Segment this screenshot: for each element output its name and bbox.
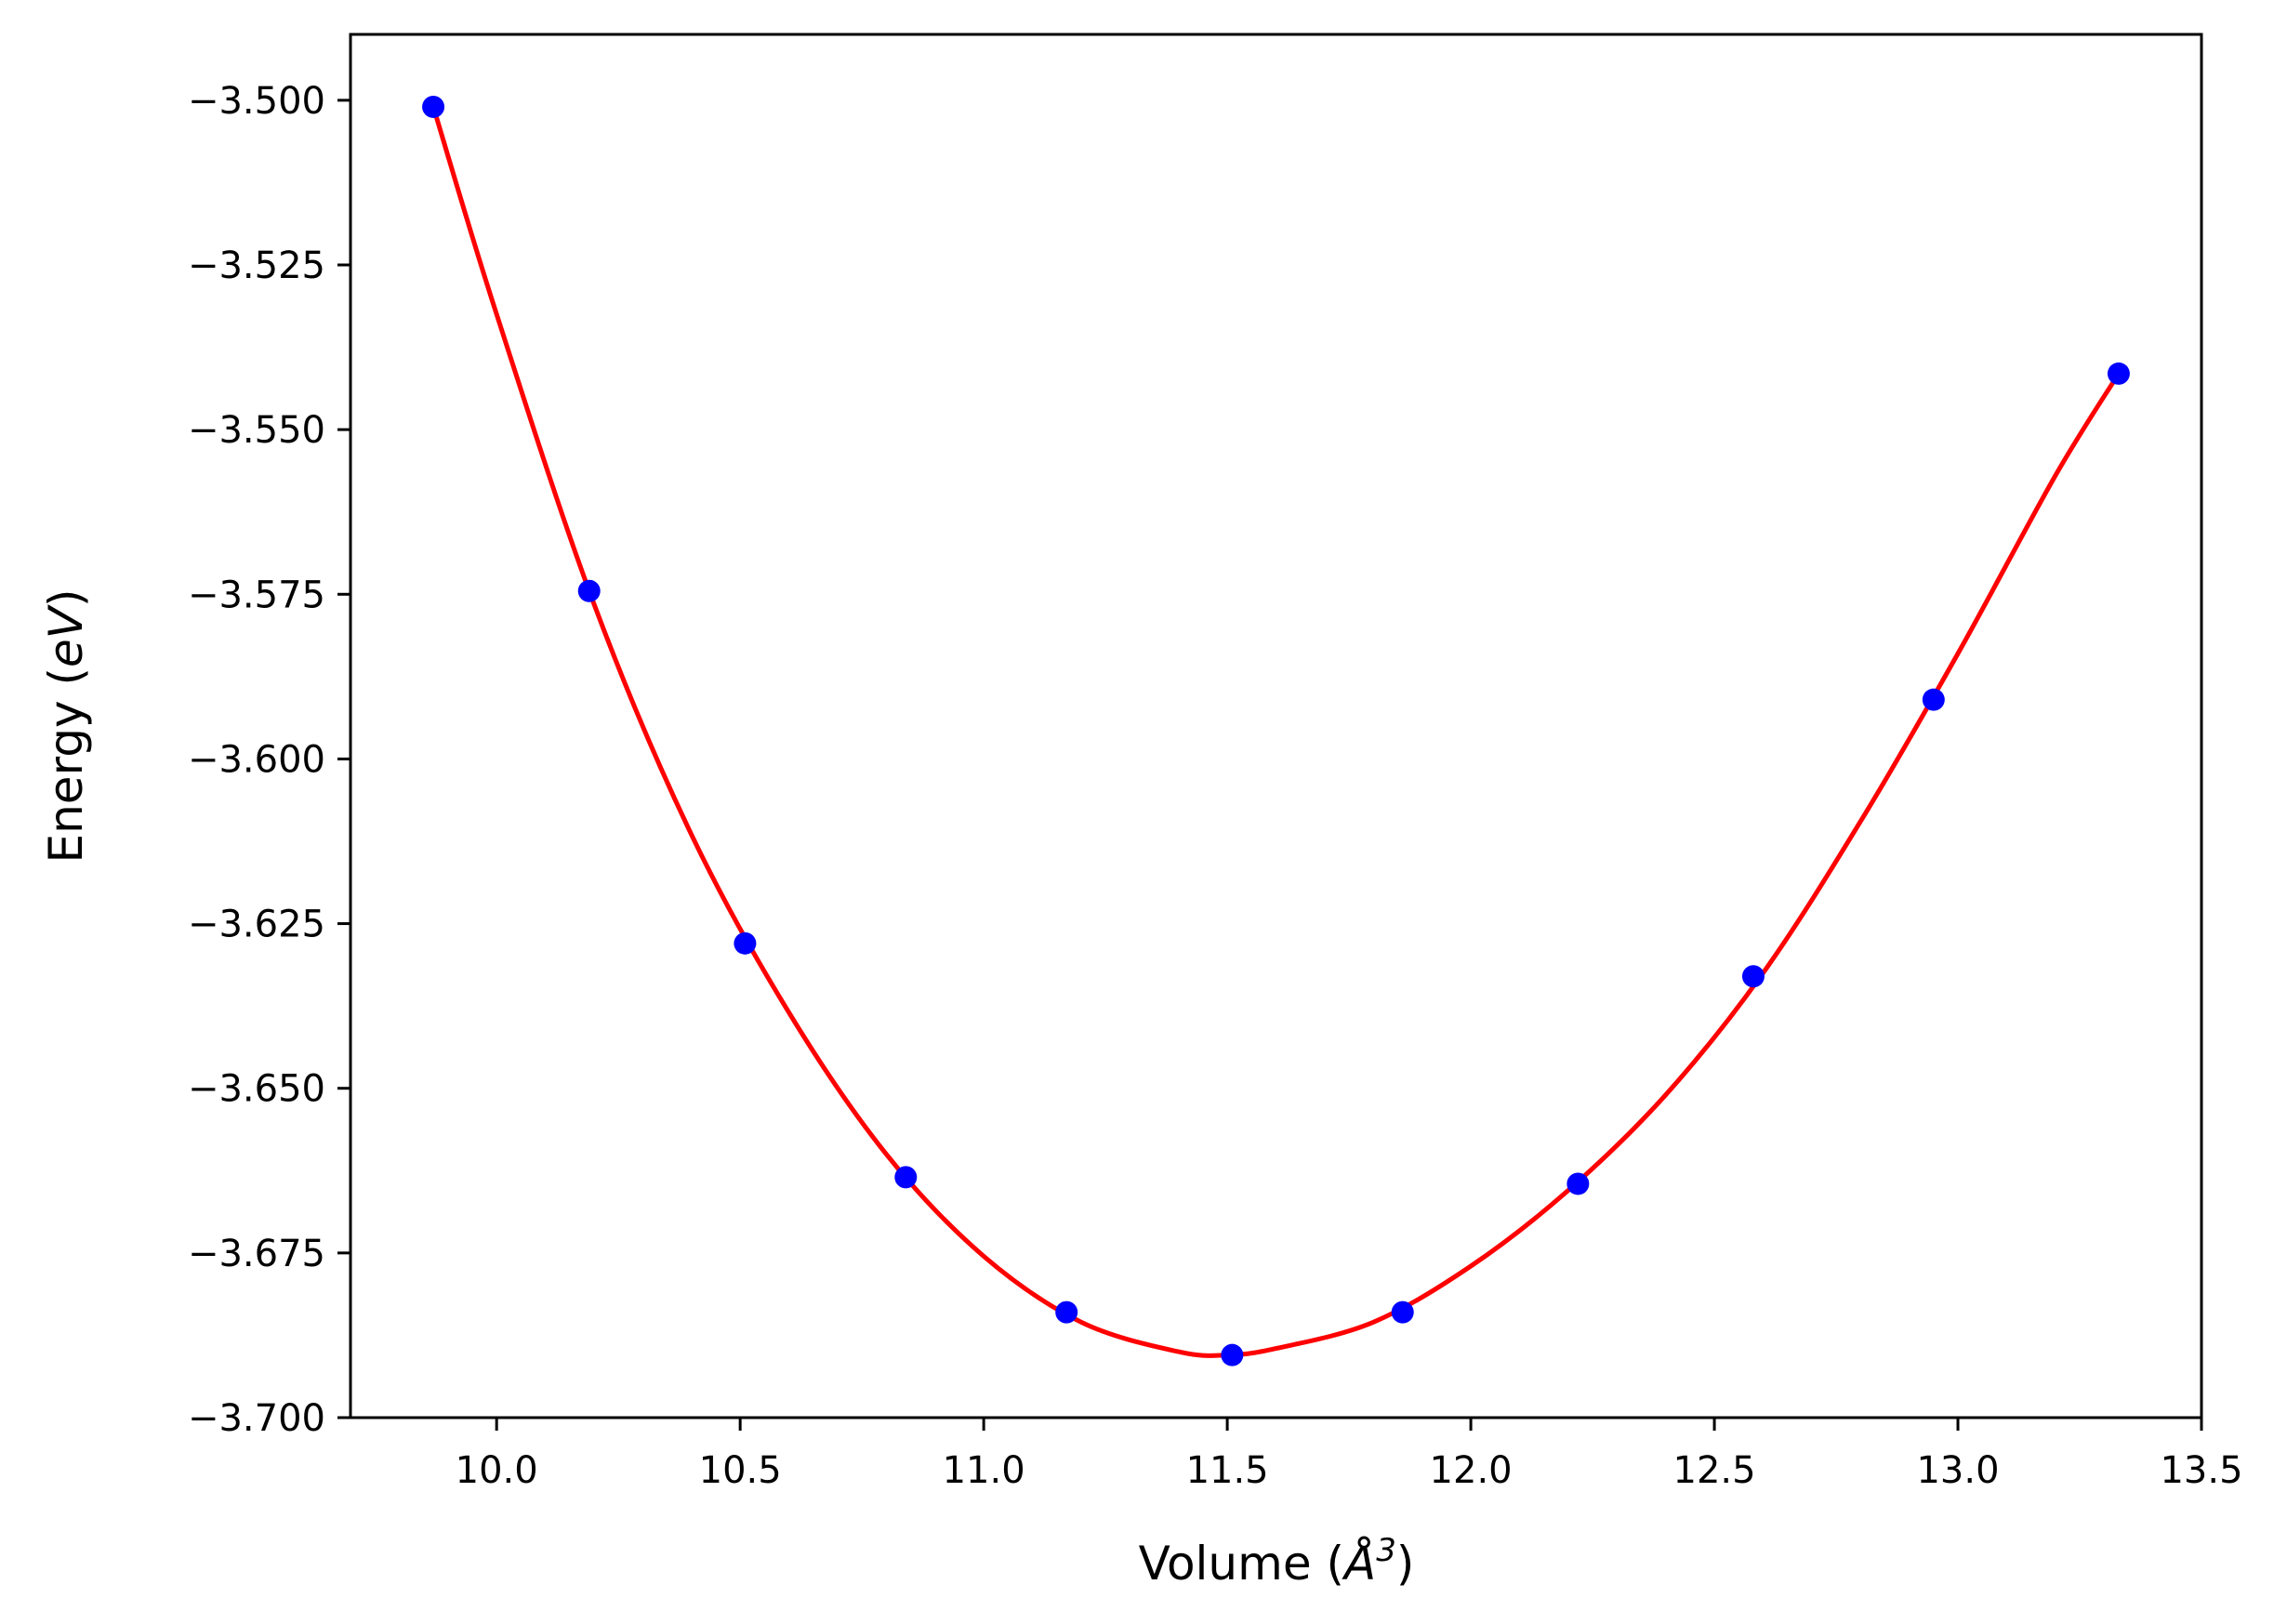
x-tick-label: 11.0	[943, 1449, 1025, 1492]
y-tick-label: −3.675	[188, 1233, 325, 1275]
x-axis-label-text: Volume (	[1139, 1537, 1344, 1591]
x-tick-label: 12.0	[1430, 1449, 1513, 1492]
x-tick-label: 13.5	[2160, 1449, 2242, 1492]
y-axis-label: Energy (eV)	[39, 589, 93, 864]
data-point	[1221, 1343, 1244, 1367]
x-tick-label: 12.5	[1673, 1449, 1756, 1492]
x-axis-label-close: )	[1396, 1537, 1415, 1591]
data-point	[1391, 1301, 1414, 1324]
x-tick-label: 13.0	[1916, 1449, 1999, 1492]
y-axis-label-unit: eV	[39, 603, 93, 667]
y-axis-ticks: −3.500 −3.525 −3.550 −3.575 −3.600 −3.625 −3.6…	[188, 80, 350, 1440]
data-point	[1567, 1172, 1590, 1195]
data-point	[1922, 688, 1945, 711]
y-tick-label: −3.625	[188, 904, 325, 946]
x-tick-label: 11.5	[1186, 1449, 1269, 1492]
data-point	[422, 95, 445, 118]
y-tick-label: −3.575	[188, 574, 325, 616]
x-axis-label-exponent: 3	[1376, 1532, 1396, 1569]
x-axis-ticks: 10.0 10.5 11.0 11.5 12.0 12.5 13.0 13.5	[456, 1418, 2243, 1492]
y-tick-label: −3.650	[188, 1068, 325, 1111]
y-axis-label-text: Energy (	[39, 667, 93, 863]
data-point	[2107, 362, 2130, 385]
data-point	[734, 931, 757, 955]
x-tick-label: 10.0	[456, 1449, 538, 1492]
y-axis-label-close: )	[39, 589, 93, 608]
x-tick-label: 10.5	[699, 1449, 782, 1492]
data-point	[1055, 1301, 1078, 1324]
y-tick-label: −3.550	[188, 409, 325, 452]
x-axis-label: Volume (Å3)	[1139, 1532, 1415, 1591]
y-tick-label: −3.600	[188, 738, 325, 781]
y-tick-label: −3.500	[188, 80, 325, 123]
y-tick-label: −3.525	[188, 244, 325, 287]
data-point	[1741, 965, 1765, 988]
data-point	[894, 1166, 918, 1189]
plot-marks	[422, 95, 2130, 1367]
data-point	[577, 579, 601, 602]
y-tick-label: −3.700	[188, 1397, 325, 1440]
x-axis-label-symbol: Å	[1342, 1537, 1376, 1591]
plot-frame	[349, 33, 2203, 1419]
